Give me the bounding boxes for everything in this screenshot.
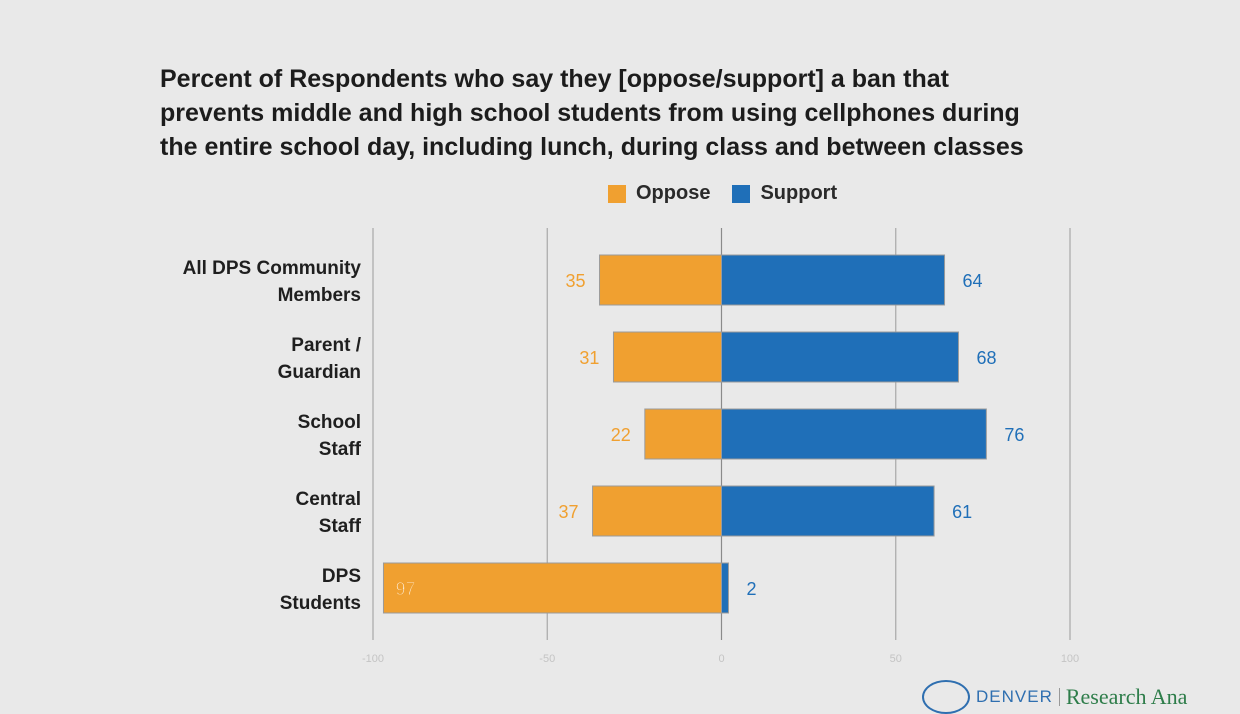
legend-swatch-support <box>732 184 751 203</box>
value-label-oppose: 31 <box>579 348 599 368</box>
x-tick-label: 100 <box>1061 653 1079 665</box>
value-label-oppose: 22 <box>611 425 631 445</box>
chart-title: Percent of Respondents who say they [opp… <box>160 65 1024 161</box>
value-label-support: 61 <box>952 502 972 522</box>
legend-label-support: Support <box>760 182 838 204</box>
value-label-support: 2 <box>746 579 756 599</box>
footer-logo: DENVER Research Ana <box>922 680 1187 714</box>
logo-department: Research Ana <box>1065 684 1188 709</box>
category-label: All DPS Community <box>183 258 362 279</box>
bar-support <box>721 562 729 614</box>
category-label: Members <box>278 285 361 306</box>
x-tick-label: -50 <box>539 653 555 665</box>
bar-oppose <box>612 331 723 383</box>
category-label: Staff <box>319 516 362 537</box>
x-tick-label: 50 <box>890 653 902 665</box>
x-tick-label: 0 <box>718 653 724 665</box>
legend-label-oppose: Oppose <box>636 182 711 204</box>
bar-support <box>721 408 987 460</box>
category-label: DPS <box>322 566 361 587</box>
category-label: Parent / <box>291 335 361 356</box>
category-label: Staff <box>319 439 362 460</box>
bar-support <box>721 485 935 537</box>
value-label-support: 68 <box>976 348 996 368</box>
bar-oppose <box>599 254 723 306</box>
bar-oppose <box>592 485 722 537</box>
chart-legend: Oppose Support <box>608 182 837 205</box>
value-label-oppose: 35 <box>565 271 585 291</box>
category-label: Guardian <box>278 362 361 383</box>
bar-oppose <box>382 562 722 614</box>
value-label-oppose: 97 <box>395 579 415 599</box>
bar-support <box>721 254 946 306</box>
legend-swatch-oppose <box>608 184 626 203</box>
bar-oppose <box>644 408 723 460</box>
logo-name: DENVER <box>976 687 1053 706</box>
bar-chart: -100 -50 0 50 100 All DPS Community Members 35 6… <box>183 228 1079 665</box>
logo-emblem-icon <box>922 680 970 714</box>
logo-divider <box>1058 688 1060 706</box>
category-label: Central <box>296 489 361 510</box>
value-label-support: 76 <box>1004 425 1024 445</box>
value-label-oppose: 37 <box>559 502 579 522</box>
category-label: Students <box>280 593 361 614</box>
legend-item-support: Support <box>732 182 837 205</box>
value-label-support: 64 <box>963 271 983 291</box>
bar-support <box>721 331 959 383</box>
category-label: School <box>298 412 361 433</box>
x-tick-label: -100 <box>362 653 384 665</box>
legend-item-oppose: Oppose <box>608 182 710 205</box>
